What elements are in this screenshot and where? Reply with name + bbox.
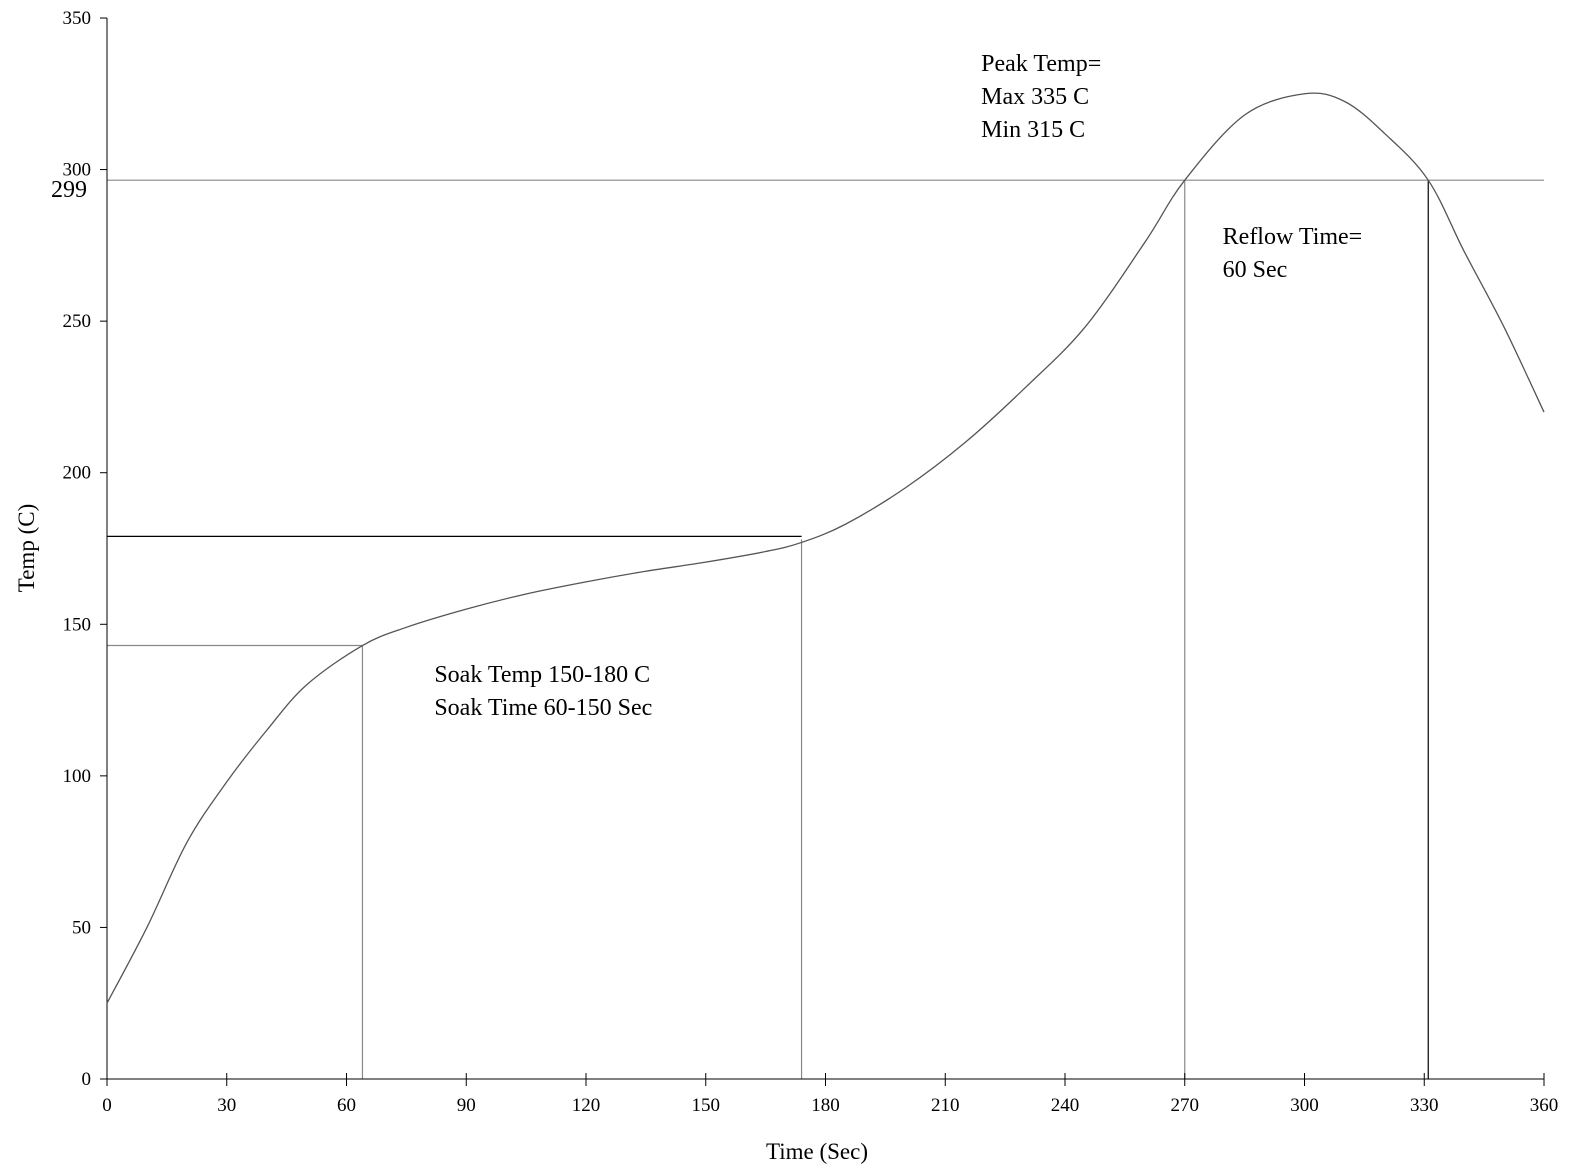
annotation-line: Min 315 C xyxy=(981,117,1085,143)
y-tick-label: 50 xyxy=(72,917,91,938)
axes: 0 30 60 90 120 150 180 210 240 270 300 330 360 0 50 100… xyxy=(51,8,1558,1116)
x-tick-label: 330 xyxy=(1410,1095,1439,1116)
annotation-reflow-time: Reflow Time= 60 Sec xyxy=(1223,224,1363,283)
annotation-line: Soak Temp 150-180 C xyxy=(434,662,650,688)
y-tick-label: 250 xyxy=(63,311,92,332)
x-tick-label: 90 xyxy=(457,1095,476,1116)
annotation-line: 60 Sec xyxy=(1223,257,1288,283)
reference-lines xyxy=(107,179,1544,1079)
y-tick-label: 0 xyxy=(82,1069,92,1090)
x-tick-label: 60 xyxy=(337,1095,356,1116)
x-tick-label: 150 xyxy=(692,1095,721,1116)
annotation-soak: Soak Temp 150-180 C Soak Time 60-150 Sec xyxy=(434,662,652,721)
y-tick-label: 350 xyxy=(63,8,92,29)
series-layer xyxy=(106,92,1545,1004)
y-tick-label: 150 xyxy=(63,614,92,635)
annotation-peak-temp: Peak Temp= Max 335 C Min 315 C xyxy=(981,51,1101,143)
x-tick-label: 30 xyxy=(217,1095,236,1116)
annotation-line: Peak Temp= xyxy=(981,51,1101,77)
y-extra-tick-label: 299 xyxy=(51,177,87,203)
x-axis-title: Time (Sec) xyxy=(766,1139,868,1164)
x-tick-label: 240 xyxy=(1051,1095,1080,1116)
temperature-profile-line-0 xyxy=(106,92,1545,1004)
annotations: Peak Temp= Max 335 C Min 315 C Reflow Time=… xyxy=(434,51,1362,721)
x-tick-label: 210 xyxy=(931,1095,960,1116)
y-tick-label: 300 xyxy=(63,160,92,181)
annotation-line: Max 335 C xyxy=(981,84,1089,110)
x-tick-label: 0 xyxy=(102,1095,112,1116)
annotation-line: Soak Time 60-150 Sec xyxy=(434,695,652,721)
y-tick-label: 100 xyxy=(63,766,92,787)
y-tick-label: 200 xyxy=(63,463,92,484)
y-axis-title: Temp (C) xyxy=(14,504,39,592)
x-tick-label: 270 xyxy=(1171,1095,1200,1116)
x-tick-label: 120 xyxy=(572,1095,601,1116)
x-tick-label: 360 xyxy=(1530,1095,1559,1116)
x-tick-label: 180 xyxy=(811,1095,840,1116)
annotation-line: Reflow Time= xyxy=(1223,224,1363,250)
x-tick-label: 300 xyxy=(1290,1095,1319,1116)
